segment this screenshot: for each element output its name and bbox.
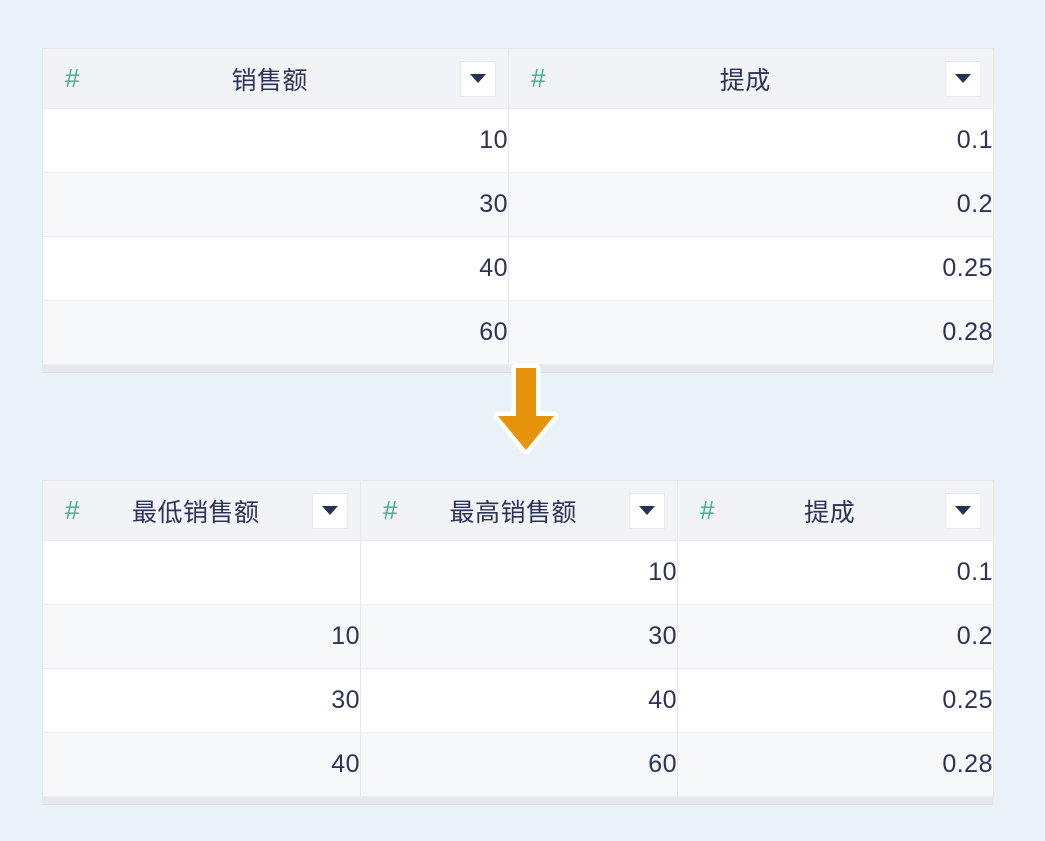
hash-icon: # [700,494,715,525]
column-header-1[interactable]: # 最低销售额 [42,480,361,541]
table-cell[interactable]: 40 [42,732,361,797]
column-header-label: 最高销售额 [449,498,577,527]
table-cell[interactable]: 30 [42,668,361,733]
column-dropdown-button[interactable] [312,492,348,529]
table-cell[interactable]: 0.1 [677,540,994,605]
table-cell[interactable]: 60 [360,732,678,797]
column-header-2[interactable]: # 最高销售额 [360,480,678,541]
data-grid-before: # 销售额 # 提成 10 0.1 30 0.2 40 0.25 60 0.28 [42,48,994,365]
chevron-down-icon [470,74,486,83]
header-row: # 最低销售额 # 最高销售额 # 提成 [42,480,994,541]
column-header-2[interactable]: # 提成 [508,48,994,109]
table-cell[interactable]: 60 [42,300,509,365]
table-cell[interactable]: 10 [360,540,678,605]
table-cell[interactable]: 0.2 [508,172,994,237]
column-dropdown-button[interactable] [629,492,665,529]
chevron-down-icon [639,506,655,515]
hash-icon: # [531,62,546,93]
down-arrow-icon [478,360,574,464]
hash-icon: # [383,494,398,525]
column-header-1[interactable]: # 销售额 [42,48,509,109]
column-dropdown-button[interactable] [945,60,981,97]
table-row[interactable]: 40 0.25 [42,236,994,301]
chevron-down-icon [322,506,338,515]
data-grid-after: # 最低销售额 # 最高销售额 # 提成 10 0.1 10 30 0.2 30 40 0.25 40 60… [42,480,994,797]
column-header-label: 提成 [719,66,771,95]
table-row[interactable]: 40 60 0.28 [42,732,994,797]
table-cell[interactable]: 10 [42,108,509,173]
column-dropdown-button[interactable] [460,60,496,97]
table-cell[interactable]: 0.28 [677,732,994,797]
table-cell[interactable] [42,540,361,605]
table-body-before: 10 0.1 30 0.2 40 0.25 60 0.28 [42,108,994,365]
table-row[interactable]: 30 0.2 [42,172,994,237]
table-cell[interactable]: 0.25 [677,668,994,733]
table-header-after: # 最低销售额 # 最高销售额 # 提成 [42,480,994,541]
column-header-label: 销售额 [231,66,308,95]
table-cell[interactable]: 40 [42,236,509,301]
table-cell[interactable]: 30 [42,172,509,237]
chevron-down-icon [955,506,971,515]
chevron-down-icon [955,74,971,83]
table-row[interactable]: 10 0.1 [42,108,994,173]
table-cell[interactable]: 0.2 [677,604,994,669]
arrow-body [498,368,554,450]
table-cell[interactable]: 30 [360,604,678,669]
table-body-after: 10 0.1 10 30 0.2 30 40 0.25 40 60 0.28 [42,540,994,797]
table-cell[interactable]: 0.25 [508,236,994,301]
header-row: # 销售额 # 提成 [42,48,994,109]
column-header-label: 提成 [804,498,856,527]
column-header-3[interactable]: # 提成 [677,480,994,541]
table-cell[interactable]: 10 [42,604,361,669]
table-header-before: # 销售额 # 提成 [42,48,994,109]
hash-icon: # [65,494,80,525]
table-row[interactable]: 10 30 0.2 [42,604,994,669]
table-footer-bar [42,797,993,805]
column-dropdown-button[interactable] [945,492,981,529]
table-before: # 销售额 # 提成 10 0.1 30 0.2 40 0.25 60 0.28 [42,48,994,373]
table-after: # 最低销售额 # 最高销售额 # 提成 10 0.1 10 30 0.2 30 40 0.25 40 60… [42,480,994,805]
table-cell[interactable]: 0.1 [508,108,994,173]
table-row[interactable]: 60 0.28 [42,300,994,365]
hash-icon: # [65,62,80,93]
column-header-label: 最低销售额 [131,498,260,527]
table-cell[interactable]: 0.28 [508,300,994,365]
table-row[interactable]: 10 0.1 [42,540,994,605]
table-cell[interactable]: 40 [360,668,678,733]
table-row[interactable]: 30 40 0.25 [42,668,994,733]
